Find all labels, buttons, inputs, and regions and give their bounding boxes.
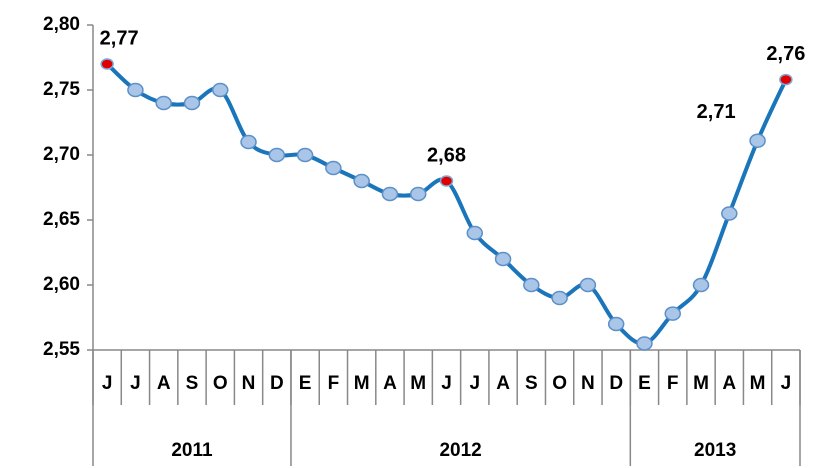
marker [692, 277, 710, 293]
marker [523, 277, 540, 293]
x-tick-label: A [496, 373, 510, 394]
y-tick-label: 2,65 [43, 209, 80, 230]
marker [100, 58, 114, 70]
x-tick-label: M [354, 373, 370, 394]
y-tick-label: 2,60 [43, 274, 80, 295]
marker [494, 251, 512, 267]
data-label: 2,77 [100, 27, 139, 49]
x-tick-label: J [781, 373, 792, 394]
x-tick-label: D [609, 373, 623, 394]
marker [439, 175, 454, 187]
marker [183, 95, 201, 111]
marker [240, 134, 257, 150]
y-tick-label: 2,55 [43, 339, 80, 360]
line [105, 62, 788, 346]
marker [127, 82, 144, 98]
x-tick-label: M [750, 373, 766, 394]
marker [721, 206, 738, 221]
marker [466, 225, 484, 241]
marker [607, 316, 625, 332]
x-tick-label: J [102, 373, 113, 394]
marker [353, 173, 370, 189]
x-tick-label: D [270, 373, 284, 394]
x-tick-label: A [722, 373, 736, 394]
data-label: 2,71 [697, 101, 736, 123]
x-tick-label: N [581, 373, 595, 394]
x-tick-label: A [383, 373, 397, 394]
x-tick-label: E [638, 373, 651, 394]
year-label: 2013 [694, 440, 736, 461]
x-tick-label: N [242, 373, 256, 394]
x-tick-label: S [186, 373, 199, 394]
data-label: 2,68 [427, 144, 466, 166]
year-label: 2011 [171, 440, 213, 461]
marker [779, 73, 793, 86]
marker [579, 277, 597, 293]
marker [664, 306, 681, 321]
x-tick-label: S [525, 373, 538, 394]
marker [636, 336, 653, 351]
y-tick-label: 2,80 [43, 14, 80, 35]
x-tick-label: J [469, 373, 480, 394]
marker [749, 133, 766, 148]
marker [409, 186, 427, 202]
year-label: 2012 [439, 440, 481, 461]
x-tick-label: J [441, 373, 452, 394]
x-tick-label: O [213, 373, 228, 394]
x-tick-label: M [410, 373, 426, 394]
x-tick-label: O [552, 373, 567, 394]
marker [155, 95, 172, 111]
marker [381, 186, 399, 202]
data-label: 2,76 [766, 43, 805, 65]
marker [325, 160, 342, 176]
x-tick-label: F [328, 373, 340, 394]
y-tick-label: 2,70 [43, 144, 80, 165]
marker [551, 290, 568, 306]
x-tick-label: F [667, 373, 679, 394]
marker [212, 82, 229, 98]
marker [268, 147, 286, 163]
x-tick-label: M [693, 373, 709, 394]
x-tick-label: A [157, 373, 171, 394]
marker [296, 147, 314, 163]
x-tick-label: E [299, 373, 312, 394]
y-tick-label: 2,75 [43, 79, 80, 100]
x-tick-label: J [130, 373, 141, 394]
